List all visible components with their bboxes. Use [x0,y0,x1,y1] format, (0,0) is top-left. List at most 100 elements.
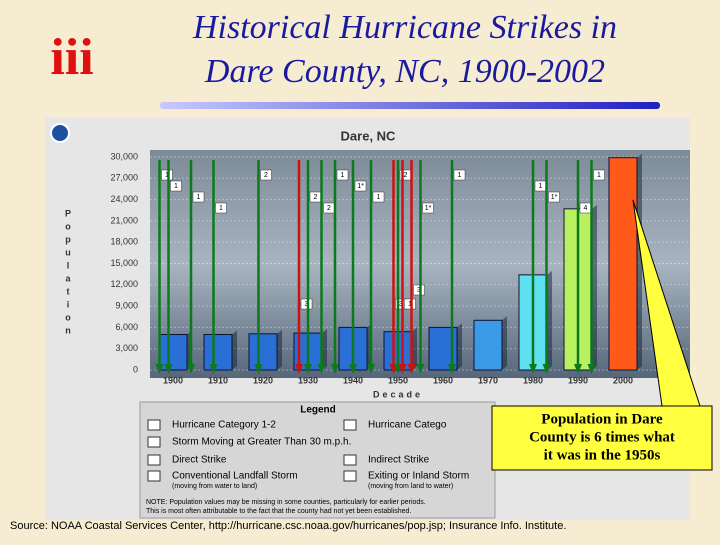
x-tick-label: 1910 [208,375,228,385]
strike-label-box [372,191,385,203]
legend-swatch [343,454,357,466]
y-axis-label-letter: a [65,273,71,283]
legend-item: Hurricane Catego [368,420,447,431]
callout-line: Population in Dare [541,411,663,427]
strike-head [331,364,339,374]
strike-head [317,364,326,374]
source: Source: NOAA Coastal Services Center, ht… [10,520,566,532]
legend: Legend Hurricane Category 1-2 Hurricane Ca… [146,405,469,515]
bar-side [547,270,552,370]
strike-label-box [593,169,605,181]
strike-label: 3 [305,301,309,308]
x-tick-label: 2000 [613,375,633,385]
strike-arrow: 1 [164,160,182,374]
callout-line: County is 6 times what [529,429,675,445]
y-axis-label-letter: P [65,208,71,218]
strike-head [587,364,596,374]
y-tick-label: 18,000 [110,237,138,247]
legend-swatch [147,436,161,448]
bar [203,334,233,371]
y-axis-label-letter: t [67,286,70,296]
strike-label: 1* [425,205,432,212]
legend-item: Direct Strike [172,455,227,466]
strike-label: 1 [408,301,412,308]
y-tick-label: 9,000 [115,300,138,310]
legend-box [139,401,496,519]
title-line: Historical Hurricane Strikes in [192,9,617,46]
strike-head [407,364,416,374]
strike-arrow: 3 [407,160,425,374]
strike-head [416,364,425,374]
y-tick-label: 21,000 [110,215,138,225]
strike-label: 1 [377,194,381,201]
strike-label: 1 [197,194,201,201]
strike-head [349,364,357,374]
x-tick-label: 1950 [388,375,408,385]
strike-head [574,364,582,374]
legend-item: Indirect Strike [368,455,430,466]
strike-label: 1 [597,172,601,179]
y-tick-label: 24,000 [110,194,138,204]
strike-head [155,364,164,374]
strike-label: 1 [219,205,223,212]
y-tick-label: 30,000 [110,151,138,161]
bar-side [277,329,282,370]
chart-title: Dare, NC [341,128,397,143]
y-tick-label: 6,000 [115,322,138,332]
strike-label-box [453,169,466,181]
strike-arrow: 1 [529,160,547,374]
strike-label: 1 [458,172,462,179]
legend-note: This is most often attributable to the f… [146,508,411,515]
strike-label-box [336,169,349,181]
strike-label-box [192,191,205,203]
strike-arrow: 1 [187,160,205,374]
bar-side [637,153,642,370]
y-tick-label: 15,000 [110,258,138,268]
bar-side [592,204,597,370]
strike-label-box [413,284,425,296]
noaa-logo [50,123,70,143]
strike-arrow: 1 [331,160,349,374]
strike-label-box [215,202,227,214]
strike-label: 1 [539,183,543,190]
legend-swatch [147,454,161,466]
legend-swatch [147,419,161,431]
y-axis-label-letter: n [65,325,71,335]
x-tick-label: 1970 [478,375,498,385]
y-axis-label-letter: o [65,312,71,322]
strike-label-box [170,180,182,192]
legend-item: Hurricane Category 1-2 [172,420,276,431]
legend-item: Conventional Landfall Storm [172,471,298,482]
y-axis-label-letter: u [65,247,71,257]
bar-side [322,329,327,370]
strike-arrow: 2 [317,160,335,374]
strike-arrow: 2 [254,160,272,374]
strike-head [542,364,551,374]
legend-item: Storm Moving at Greater Than 30 m.p.h. [172,437,351,448]
strike-arrow: 1 [448,160,466,374]
strike-label-box [404,298,416,310]
strike-label: 1 [165,172,169,179]
strike-label: 2 [264,172,268,179]
strike-arrow: 3 [295,160,313,374]
y-axis-label-letter: i [67,299,70,309]
strike-label: 3 [399,301,403,308]
legend-swatch [147,470,161,482]
bar [248,333,278,371]
strike-head [209,364,218,374]
title-line: Dare County, NC, 1900-2002 [204,53,605,90]
y-axis-label-letter: o [65,221,71,231]
strike-label: 2 [314,194,318,201]
strike-label-box [260,169,272,181]
callout-box [491,405,713,471]
strike-arrow: 2 [394,160,412,374]
bar [608,157,638,371]
strike-label-box [161,169,173,181]
strike-label-box [300,298,313,310]
strike-arrow: 1 [209,160,227,374]
plot: 0 3,000 6,000 9,000 12,000 15,000 18,000 21,000… [110,151,690,385]
bar-side [412,327,417,370]
y-tick-label: 12,000 [110,279,138,289]
strike-head [529,364,537,374]
y-tick-label: 27,000 [110,173,138,183]
